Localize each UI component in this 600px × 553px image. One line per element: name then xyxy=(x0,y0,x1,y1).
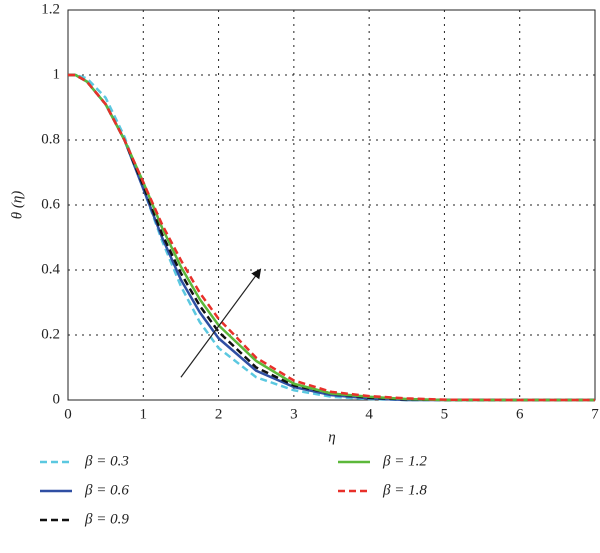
y-tick-label: 0.8 xyxy=(41,131,60,147)
y-tick-label: 0 xyxy=(53,391,61,407)
x-tick-label: 7 xyxy=(591,406,599,422)
legend-label: β = 1.2 xyxy=(382,453,427,469)
y-tick-label: 1 xyxy=(53,66,61,82)
legend-label: β = 0.9 xyxy=(84,511,129,527)
x-tick-label: 5 xyxy=(441,406,449,422)
y-tick-label: 0.2 xyxy=(41,326,60,342)
data-line xyxy=(68,73,595,402)
data-line xyxy=(68,73,595,402)
y-tick-label: 0.6 xyxy=(41,196,60,212)
y-tick-label: 1.2 xyxy=(41,1,60,17)
data-line xyxy=(68,73,595,402)
y-tick-label: 0.4 xyxy=(41,261,60,277)
x-tick-label: 6 xyxy=(516,406,524,422)
x-axis-label: η xyxy=(328,429,335,445)
plot-frame xyxy=(67,9,596,401)
legend-label: β = 0.3 xyxy=(84,453,129,469)
y-axis-label: θ (η) xyxy=(9,191,25,220)
x-tick-label: 1 xyxy=(140,406,148,422)
data-line xyxy=(68,73,595,402)
data-line xyxy=(68,73,595,402)
x-tick-label: 2 xyxy=(215,406,223,422)
legend-label: β = 0.6 xyxy=(84,482,129,498)
x-tick-label: 3 xyxy=(290,406,298,422)
legend-label: β = 1.8 xyxy=(382,482,427,498)
trend-arrow xyxy=(180,268,262,378)
x-tick-label: 4 xyxy=(365,406,373,422)
x-tick-label: 0 xyxy=(64,406,72,422)
